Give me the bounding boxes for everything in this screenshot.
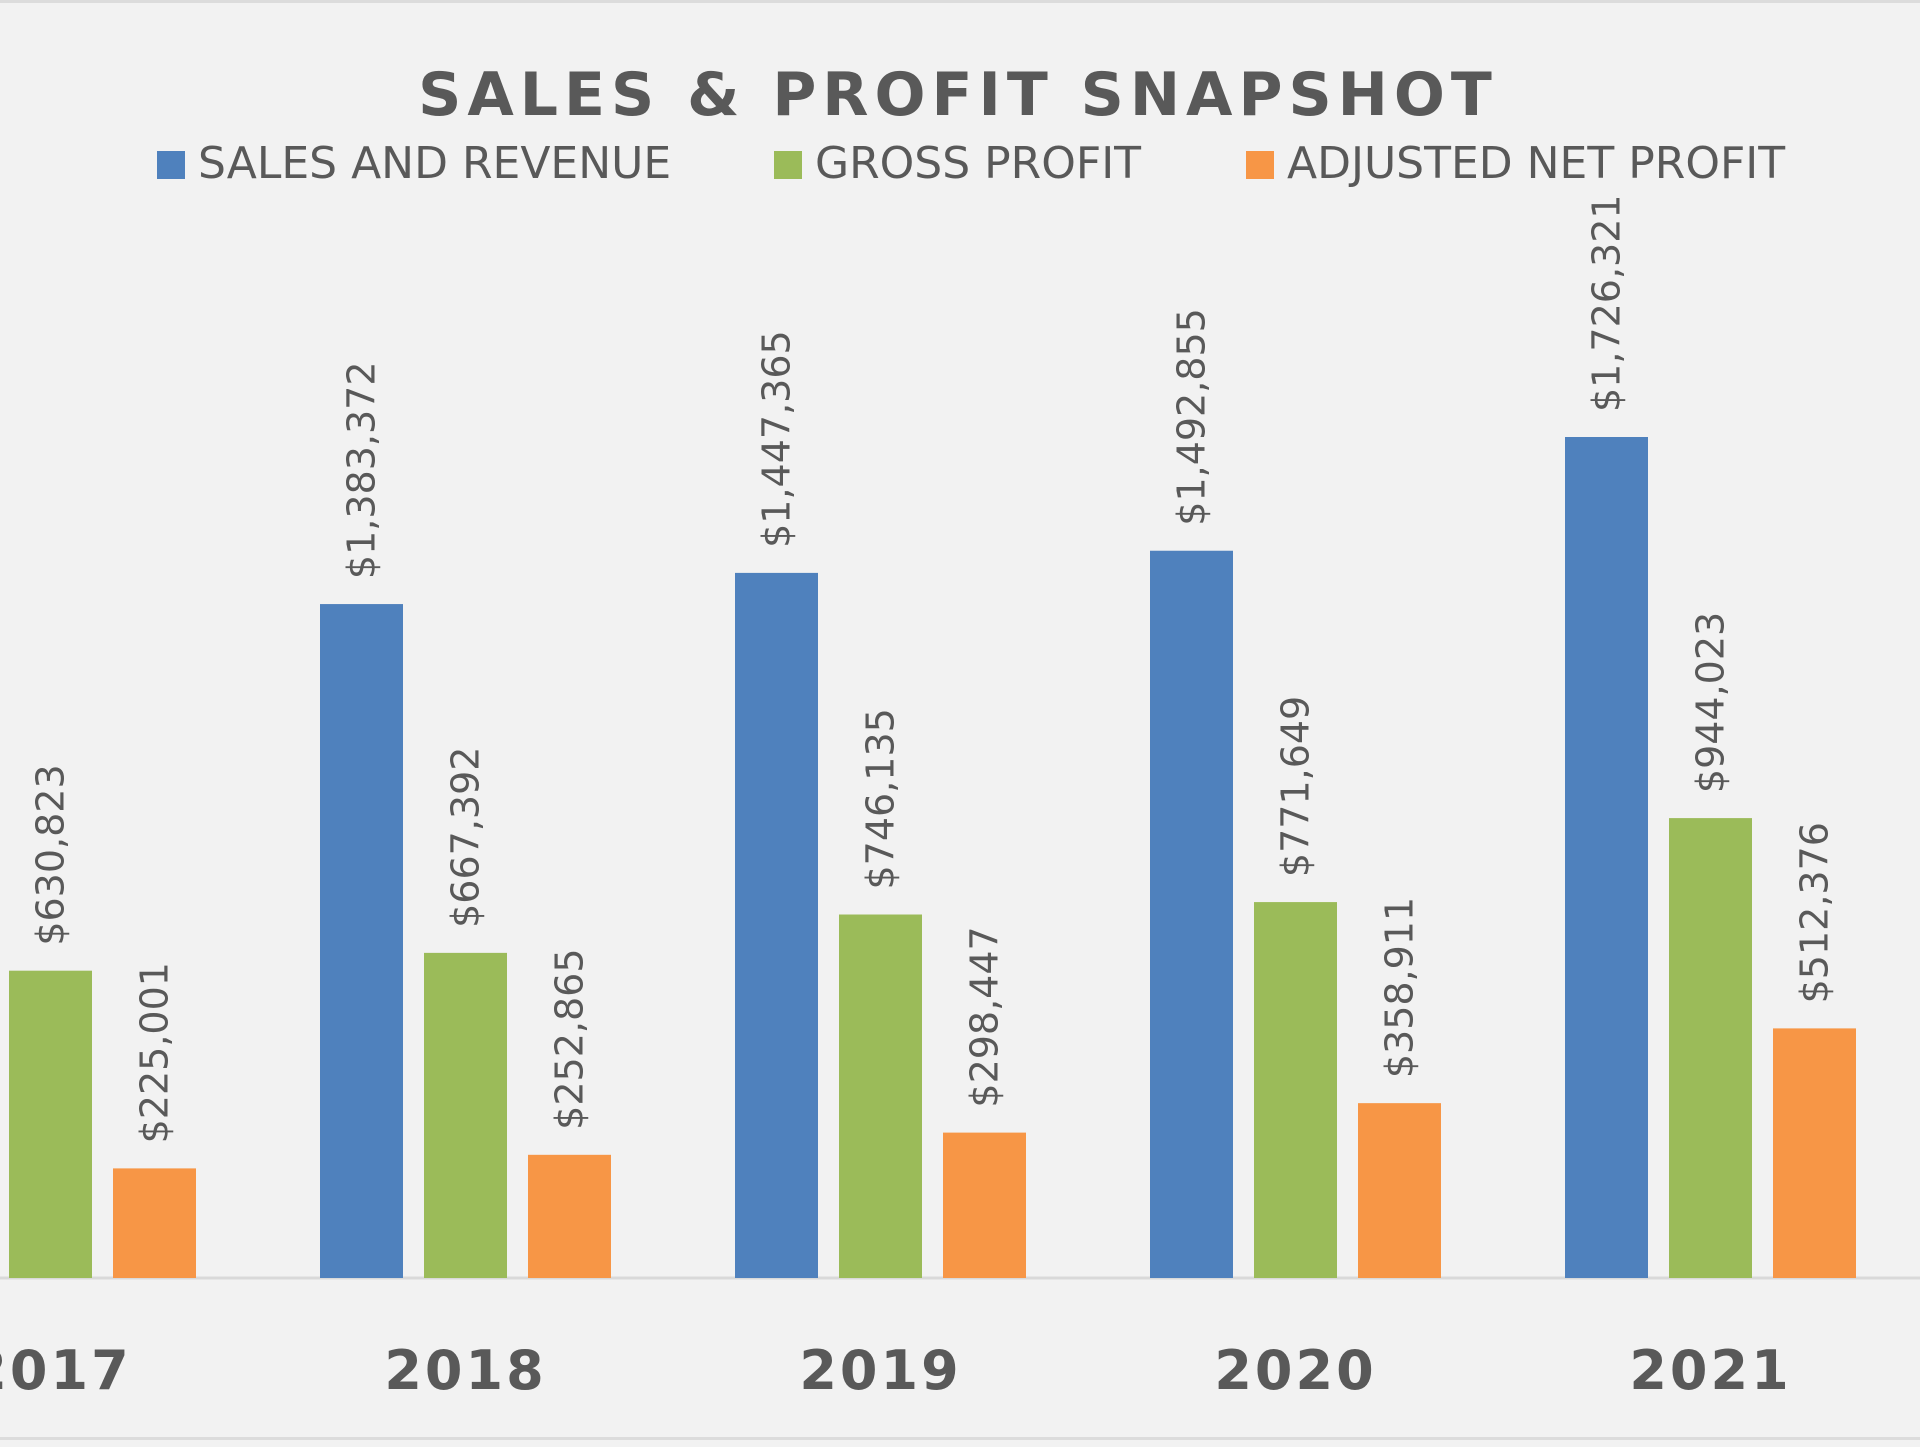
legend: SALES AND REVENUE GROSS PROFIT ADJUSTED NE… bbox=[157, 138, 1785, 189]
data-label-2021-series-2: $944,023 bbox=[1689, 612, 1733, 793]
bar-2017-series-2 bbox=[9, 970, 92, 1278]
data-label-2019-series-2: $746,135 bbox=[859, 708, 903, 889]
bar-2019-series-2 bbox=[839, 914, 922, 1278]
x-tick-labels-layer: 2017 2018 2019 2020 2021 bbox=[0, 1339, 1791, 1402]
bar-2019-series-1 bbox=[735, 572, 818, 1278]
bar-2020-series-3 bbox=[1358, 1103, 1441, 1278]
bar-chart: SALES & PROFIT SNAPSHOT SALES AND REVENU… bbox=[0, 60, 1920, 1402]
x-tick-label-2018: 2018 bbox=[384, 1339, 546, 1402]
data-label-2019-series-3: $298,447 bbox=[963, 926, 1007, 1107]
data-label-2019-series-1: $1,447,365 bbox=[755, 330, 799, 548]
value-labels-layer: $1,285,012$630,823$225,001$1,383,372$667… bbox=[29, 194, 1837, 1143]
bar-2018-series-3 bbox=[528, 1154, 611, 1278]
data-label-2018-series-1: $1,383,372 bbox=[340, 361, 384, 579]
data-label-2021-series-1: $1,726,321 bbox=[1585, 194, 1629, 412]
legend-label-2: GROSS PROFIT bbox=[815, 138, 1141, 189]
bar-2019-series-3 bbox=[943, 1132, 1026, 1278]
legend-swatch-2 bbox=[774, 151, 802, 179]
bars-layer bbox=[9, 437, 1856, 1278]
bar-2018-series-2 bbox=[424, 952, 507, 1278]
legend-swatch-1 bbox=[157, 151, 185, 179]
legend-label-3: ADJUSTED NET PROFIT bbox=[1287, 138, 1785, 189]
bar-2021-series-1 bbox=[1565, 437, 1648, 1278]
bar-2021-series-3 bbox=[1773, 1028, 1856, 1278]
bar-2018-series-1 bbox=[320, 604, 403, 1278]
bar-2021-series-2 bbox=[1669, 818, 1752, 1278]
data-label-2018-series-2: $667,392 bbox=[444, 747, 488, 928]
data-label-2017-series-3: $225,001 bbox=[133, 962, 177, 1143]
data-label-2018-series-3: $252,865 bbox=[548, 948, 592, 1129]
chart-title: SALES & PROFIT SNAPSHOT bbox=[418, 60, 1498, 130]
x-tick-label-2021: 2021 bbox=[1629, 1339, 1791, 1402]
x-tick-label-2019: 2019 bbox=[799, 1339, 961, 1402]
legend-swatch-3 bbox=[1246, 151, 1274, 179]
data-label-2020-series-2: $771,649 bbox=[1274, 696, 1318, 877]
data-label-2020-series-3: $358,911 bbox=[1378, 897, 1422, 1078]
bar-2017-series-3 bbox=[113, 1168, 196, 1278]
bar-2020-series-1 bbox=[1150, 550, 1233, 1278]
data-label-2021-series-3: $512,376 bbox=[1793, 822, 1837, 1003]
legend-label-1: SALES AND REVENUE bbox=[198, 138, 671, 189]
x-tick-label-2020: 2020 bbox=[1214, 1339, 1376, 1402]
data-label-2017-series-2: $630,823 bbox=[29, 764, 73, 945]
bar-2020-series-2 bbox=[1254, 902, 1337, 1278]
data-label-2020-series-1: $1,492,855 bbox=[1170, 308, 1214, 526]
x-tick-label-2017: 2017 bbox=[0, 1339, 132, 1402]
